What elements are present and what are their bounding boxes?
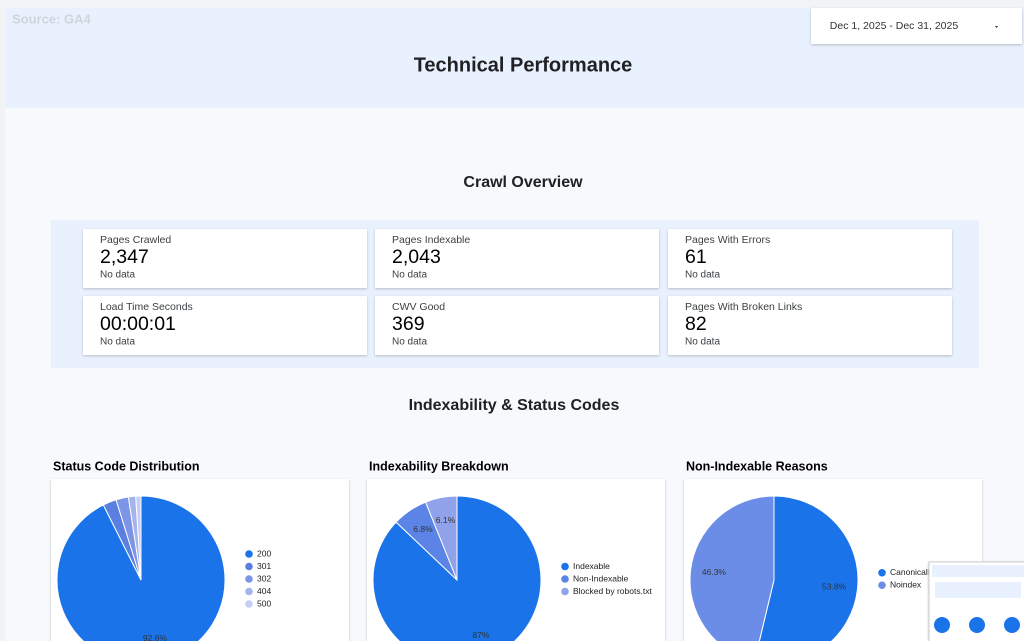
scorecard [83, 229, 367, 288]
legend-swatch [878, 568, 886, 577]
legend-label: 200 [257, 548, 271, 558]
slice-label: 92.6% [143, 633, 168, 641]
scorecard [668, 229, 952, 288]
thumbnail-panel [935, 582, 1021, 598]
slice-label: 46.3% [702, 567, 727, 577]
slice-label: 53.8% [822, 581, 847, 591]
chart-title: Non-Indexable Reasons [686, 459, 828, 473]
thumbnail-pie [934, 617, 950, 633]
legend-swatch [245, 587, 253, 596]
legend-label: Non-Indexable [573, 573, 629, 583]
scorecard-note: No data [685, 337, 720, 348]
scorecard-note: No data [100, 270, 135, 281]
scorecard-note: No data [685, 270, 720, 281]
slice-label: 6.8% [413, 524, 433, 534]
scorecard-value: 369 [392, 313, 425, 335]
scorecard-note: No data [392, 270, 427, 281]
date-picker[interactable] [811, 8, 1022, 44]
legend-swatch [245, 550, 253, 558]
legend-label: 404 [257, 586, 271, 596]
legend-swatch [245, 575, 253, 583]
section-title: Indexability & Status Codes [409, 397, 620, 414]
scorecard-value: 2,043 [392, 246, 441, 268]
thumbnail-pie [969, 617, 985, 633]
thumbnail-pie [1004, 617, 1020, 633]
legend-swatch [245, 562, 253, 571]
slice-label: 6.1% [436, 515, 456, 525]
dropdown-caret [995, 26, 998, 28]
scorecard-value: 2,347 [100, 246, 149, 268]
scorecard-label: Pages Indexable [392, 234, 470, 246]
page-title: Technical Performance [414, 54, 633, 76]
scorecard-value: 61 [685, 246, 707, 268]
scorecard-value: 82 [685, 313, 707, 335]
chart-title: Status Code Distribution [53, 459, 200, 473]
pie-slice [135, 495, 142, 581]
scorecard-note: No data [100, 337, 135, 348]
section-title: Crawl Overview [463, 174, 583, 191]
pie-slice [424, 495, 458, 581]
scorecard-value: 00:00:01 [100, 313, 176, 335]
legend-label: Canonicalis [890, 567, 934, 577]
chart-title: Indexability Breakdown [369, 459, 509, 473]
pie-slice [56, 495, 226, 641]
slice-label: 87% [472, 630, 489, 640]
pie-slice [372, 495, 542, 641]
date-range[interactable]: Dec 1, 2025 - Dec 31, 2025 [830, 20, 959, 32]
legend-swatch [561, 575, 569, 583]
scorecard [375, 296, 659, 355]
legend-swatch [878, 581, 886, 590]
scorecard-label: Pages With Errors [685, 234, 770, 246]
scorecard-label: Load Time Seconds [100, 301, 193, 313]
scorecard-label: Pages With Broken Links [685, 301, 802, 313]
source-label: Source: GA4 [12, 11, 92, 26]
scorecard-label: Pages Crawled [100, 234, 171, 246]
scorecard [375, 229, 659, 288]
legend-label: Indexable [573, 561, 610, 571]
legend-label: Blocked by robots.txt [573, 586, 653, 596]
legend-swatch [561, 587, 569, 596]
scorecard-note: No data [392, 337, 427, 348]
legend-label: 301 [257, 561, 271, 571]
thumbnail-header [932, 565, 1024, 577]
pie-slice [689, 495, 775, 641]
scorecard [668, 296, 952, 355]
legend-label: Noindex [890, 580, 922, 590]
pie-slice [758, 495, 859, 641]
scorecard [83, 296, 367, 355]
legend-label: 302 [257, 573, 271, 583]
legend-label: 500 [257, 598, 271, 608]
legend-swatch [245, 600, 253, 608]
legend-swatch [561, 562, 569, 571]
scorecard-label: CWV Good [392, 301, 445, 313]
